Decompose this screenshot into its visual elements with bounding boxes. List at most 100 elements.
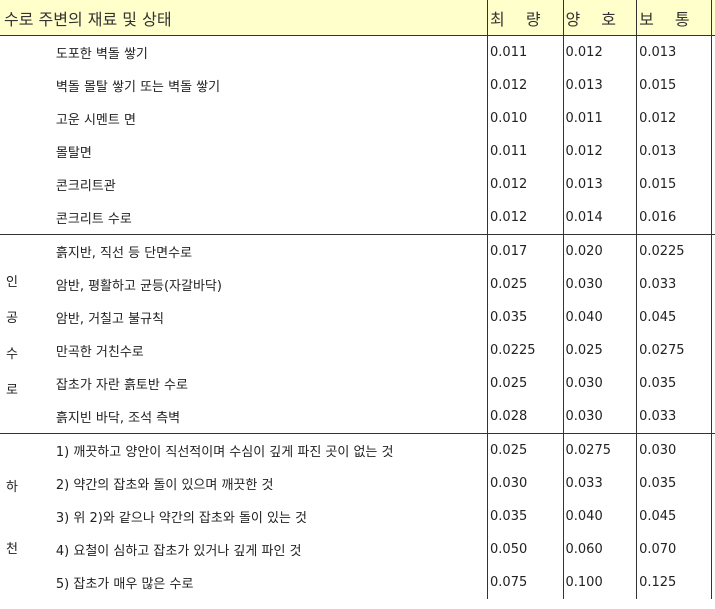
row-description: 몰탈면: [55, 146, 92, 161]
value-good: 0.012: [562, 135, 637, 168]
header-col-min: 최 량: [487, 0, 563, 36]
row-description: 도포한 벽돌 쌓기: [55, 47, 148, 62]
value-good: 0.030: [562, 268, 637, 301]
row-edge: [710, 69, 715, 102]
header-title: 수로 주변의 재료 및 상태: [0, 0, 488, 36]
value-normal: 0.0225: [636, 234, 712, 268]
value-normal: 0.016: [636, 201, 712, 235]
table-row: 도포한 벽돌 쌓기 0.011 0.012 0.013: [0, 35, 715, 235]
value-good: 0.033: [562, 467, 637, 500]
value-min: 0.028: [487, 400, 563, 434]
header-col-good: 양 호: [562, 0, 637, 36]
value-good: 0.060: [562, 533, 637, 566]
row-description: 벽돌 몰탈 쌓기 또는 벽돌 쌓기: [55, 80, 221, 95]
row-description: 1) 깨끗하고 양안이 직선적이며 수심이 깊게 파진 곳이 없는 것: [55, 445, 394, 460]
value-normal: 0.035: [636, 367, 712, 400]
table-row: 고운 시멘트 면 0.010 0.011 0.012: [0, 102, 715, 135]
table-row: 2) 약간의 잡초와 돌이 있으며 깨끗한 것 0.030 0.033 0.035: [0, 467, 715, 500]
value-min: 0.050: [487, 533, 563, 566]
row-description: 암반, 거칠고 불규칙: [55, 312, 164, 327]
value-min: 0.017: [487, 234, 563, 268]
row-edge: [710, 433, 715, 467]
header-col-normal: 보 통: [636, 0, 712, 36]
value-normal: 0.030: [636, 433, 712, 467]
table-row: 암반, 평활하고 균등(자갈바닥) 0.025 0.030 0.033: [0, 268, 715, 301]
value-min: 0.025: [487, 268, 563, 301]
row-edge: [710, 334, 715, 367]
value-normal: 0.012: [636, 102, 712, 135]
value-normal: 0.125: [636, 566, 712, 599]
value-normal: 0.045: [636, 301, 712, 334]
row-description: 흙지반, 직선 등 단면수로: [55, 246, 193, 261]
value-good: 0.025: [562, 334, 637, 367]
value-min: 0.075: [487, 566, 563, 599]
table-row: 콘크리트 수로 0.012 0.014 0.016: [0, 201, 715, 235]
value-normal: 0.035: [636, 467, 712, 500]
row-edge: [710, 35, 715, 69]
value-normal: 0.015: [636, 69, 712, 102]
value-good: 0.030: [562, 367, 637, 400]
value-min: 0.035: [487, 500, 563, 533]
table-row: 잡초가 자란 흙토반 수로 0.025 0.030 0.035: [0, 367, 715, 400]
row-edge: [710, 533, 715, 566]
value-min: 0.025: [487, 367, 563, 400]
group-label-char: 수: [6, 346, 18, 362]
table-row: 4) 요철이 심하고 잡초가 있거나 깊게 파인 것 0.050 0.060 0.07…: [0, 533, 715, 566]
table-row: 벽돌 몰탈 쌓기 또는 벽돌 쌓기 0.012 0.013 0.015: [0, 69, 715, 102]
row-edge: [710, 234, 715, 268]
row-description: 암반, 평활하고 균등(자갈바닥): [55, 279, 222, 294]
value-min: 0.025: [487, 433, 563, 467]
group-label-char: 공: [6, 310, 18, 326]
value-good: 0.040: [562, 301, 637, 334]
table-body: 도포한 벽돌 쌓기 0.011 0.012 0.013 벽돌 몰탈 쌓기 또는 벽돌 쌓…: [0, 35, 715, 599]
value-good: 0.013: [562, 69, 637, 102]
row-edge: [710, 168, 715, 201]
table-row: 하 천 1) 깨끗하고 양안이 직선적이며 수심이 깊게 파진 곳이 없는 것 0.0…: [0, 433, 715, 557]
value-min: 0.0225: [487, 334, 563, 367]
header-row: 수로 주변의 재료 및 상태 최 량 양 호 보 통: [0, 0, 715, 36]
table-row: 암반, 거칠고 불규칙 0.035 0.040 0.045: [0, 301, 715, 334]
value-normal: 0.015: [636, 168, 712, 201]
row-description: 흙지빈 바닥, 조석 측벽: [47, 400, 488, 434]
row-edge: [710, 566, 715, 599]
group-label-char: 인: [6, 274, 18, 290]
row-edge: [710, 135, 715, 168]
header-edge: [710, 0, 715, 36]
value-normal: 0.070: [636, 533, 712, 566]
row-description: 3) 위 2)와 같으나 약간의 잡초와 돌이 있는 것: [55, 511, 308, 526]
value-min: 0.035: [487, 301, 563, 334]
row-description: 콘크리트관: [55, 179, 116, 194]
row-description: 5) 잡초가 매우 많은 수로: [55, 577, 194, 592]
value-min: 0.030: [487, 467, 563, 500]
value-normal: 0.013: [636, 35, 712, 69]
row-description: 잡초가 자란 흙토반 수로: [55, 378, 188, 393]
row-edge: [710, 500, 715, 533]
table-row: 5) 잡초가 매우 많은 수로 0.075 0.100 0.125: [0, 566, 715, 599]
row-description: 2) 약간의 잡초와 돌이 있으며 깨끗한 것: [55, 478, 274, 493]
group-label: [0, 35, 48, 235]
row-edge: [710, 268, 715, 301]
value-min: 0.012: [487, 201, 563, 235]
value-good: 0.020: [562, 234, 637, 268]
table-row: 흙지빈 바닥, 조석 측벽 0.028 0.030 0.033: [0, 400, 715, 434]
value-good: 0.012: [562, 35, 637, 69]
row-description: 4) 요철이 심하고 잡초가 있거나 깊게 파인 것: [55, 544, 302, 559]
row-edge: [710, 400, 715, 434]
row-description: 만곡한 거친수로: [55, 345, 144, 360]
value-good: 0.014: [562, 201, 637, 235]
value-good: 0.030: [562, 400, 637, 434]
value-normal: 0.033: [636, 400, 712, 434]
value-normal: 0.013: [636, 135, 712, 168]
row-description: 고운 시멘트 면: [55, 113, 136, 128]
row-edge: [710, 467, 715, 500]
value-good: 0.0275: [562, 433, 637, 467]
value-normal: 0.0275: [636, 334, 712, 367]
group-label-char: 로: [6, 382, 18, 398]
value-min: 0.011: [487, 135, 563, 168]
value-normal: 0.045: [636, 500, 712, 533]
value-good: 0.013: [562, 168, 637, 201]
value-good: 0.040: [562, 500, 637, 533]
value-normal: 0.033: [636, 268, 712, 301]
